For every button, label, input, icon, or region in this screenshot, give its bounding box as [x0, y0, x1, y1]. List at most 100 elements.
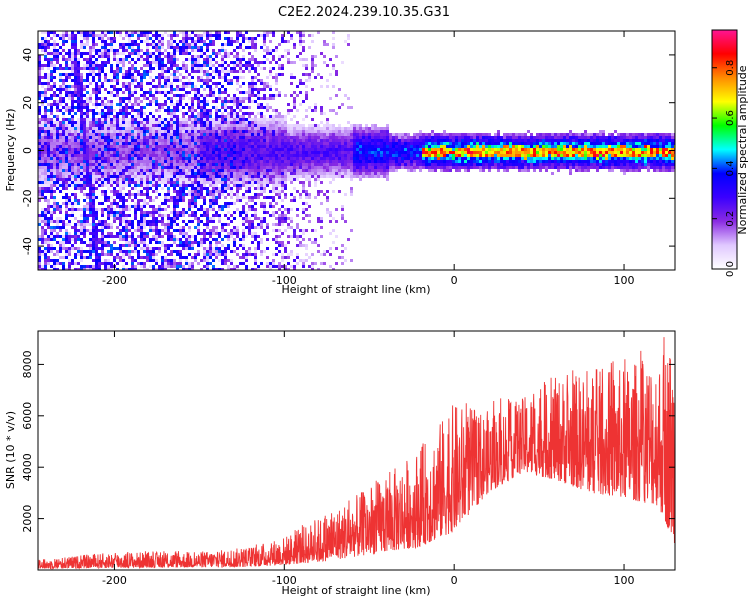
spectrogram-cell [206, 148, 209, 151]
spectrogram-cell [122, 235, 125, 238]
spectrogram-cell [125, 118, 128, 121]
spectrogram-cell [59, 124, 62, 127]
spectrogram-cell [290, 160, 293, 163]
spectrogram-cell [65, 130, 68, 133]
spectrogram-cell [134, 151, 137, 154]
spectrogram-cell [107, 265, 110, 268]
spectrogram-cell [275, 172, 278, 175]
spectrogram-cell [95, 256, 98, 259]
spectrogram-cell [86, 217, 89, 220]
spectrogram-cell [155, 259, 158, 262]
spectrogram-cell [203, 223, 206, 226]
spectrogram-cell [104, 226, 107, 229]
spectrogram-cell [143, 40, 146, 43]
spectrogram-cell [104, 160, 107, 163]
spectrogram-cell [167, 238, 170, 241]
spectrogram-cell [41, 118, 44, 121]
spectrogram-cell [206, 70, 209, 73]
spectrogram-cell [152, 169, 155, 172]
spectrogram-cell [302, 58, 305, 61]
spectrogram-cell [242, 130, 245, 133]
spectrogram-cell [281, 178, 284, 181]
spectrogram-cell [83, 172, 86, 175]
spectrogram-cell [89, 202, 92, 205]
spectrogram-cell [176, 103, 179, 106]
spectrogram-cell [77, 253, 80, 256]
spectrogram-cell [227, 175, 230, 178]
spectrogram-cell [293, 130, 296, 133]
spectrogram-cell [206, 157, 209, 160]
spectrogram-cell [272, 265, 275, 268]
spectrogram-cell [95, 43, 98, 46]
spectrogram-cell [161, 37, 164, 40]
spectrogram-cell [290, 163, 293, 166]
spectrogram-cell [263, 34, 266, 37]
spectrogram-cell [65, 31, 68, 34]
spectrogram-cell [50, 157, 53, 160]
spectrogram-cell [143, 34, 146, 37]
spectrogram-cell [74, 154, 77, 157]
spectrogram-cell [125, 160, 128, 163]
spectrogram-cell [125, 199, 128, 202]
spectrogram-cell [206, 115, 209, 118]
spectrogram-cell [152, 256, 155, 259]
spectrogram-cell [131, 250, 134, 253]
spectrogram-cell [203, 88, 206, 91]
spectrogram-cell [200, 106, 203, 109]
spectrogram-cell [281, 259, 284, 262]
spectrogram-cell [92, 31, 95, 34]
spectrogram-cell [155, 61, 158, 64]
spectrogram-cell [119, 31, 122, 34]
spectrogram-cell [101, 136, 104, 139]
spectrogram-cell [143, 97, 146, 100]
spectrogram-cell [149, 178, 152, 181]
spectrogram-cell [95, 145, 98, 148]
spectrogram-cell [44, 160, 47, 163]
spectrogram-cell [260, 124, 263, 127]
spectrogram-cell [164, 223, 167, 226]
spectrogram-cell [236, 82, 239, 85]
spectrogram-cell [101, 37, 104, 40]
spectrogram-cell [53, 94, 56, 97]
spectrogram-cell [89, 148, 92, 151]
spectrogram-cell [56, 178, 59, 181]
spectrogram-cell [122, 226, 125, 229]
spectrogram-cell [242, 139, 245, 142]
spectrogram-cell [122, 157, 125, 160]
spectrogram-cell [215, 247, 218, 250]
spectrogram-cell [65, 121, 68, 124]
spectrogram-cell [74, 229, 77, 232]
spectrogram-cell [158, 172, 161, 175]
spectrogram-cell [176, 166, 179, 169]
spectrogram-cell [89, 178, 92, 181]
spectrogram-cell [272, 142, 275, 145]
spectrogram-cell [128, 184, 131, 187]
spectrogram-cell [44, 112, 47, 115]
spectrogram-cells [38, 31, 675, 270]
spectrogram-cell [68, 145, 71, 148]
spectrogram-cell [68, 232, 71, 235]
spectrogram-cell [38, 163, 41, 166]
spectrogram-cell [182, 46, 185, 49]
spectrogram-cell [68, 175, 71, 178]
spectrogram-cell [56, 169, 59, 172]
spectrogram-cell [149, 94, 152, 97]
spectrogram-cell [143, 250, 146, 253]
spectrogram-cell [260, 226, 263, 229]
spectrogram-cell [299, 181, 302, 184]
spectrogram-cell [275, 187, 278, 190]
spectrogram-cell [164, 31, 167, 34]
spectrogram-cell [254, 94, 257, 97]
spectrogram-cell [173, 196, 176, 199]
spectrogram-cell [257, 127, 260, 130]
spectrogram-cell [284, 244, 287, 247]
spectrogram-cell [56, 130, 59, 133]
spectrogram-cell [212, 166, 215, 169]
spectrogram-cell [89, 145, 92, 148]
spectrogram-cell [197, 262, 200, 265]
spectrogram-cell [209, 139, 212, 142]
spectrogram-cell [272, 58, 275, 61]
spectrogram-cell [50, 229, 53, 232]
spectrogram-cell [77, 151, 80, 154]
spectrogram-cell [194, 88, 197, 91]
